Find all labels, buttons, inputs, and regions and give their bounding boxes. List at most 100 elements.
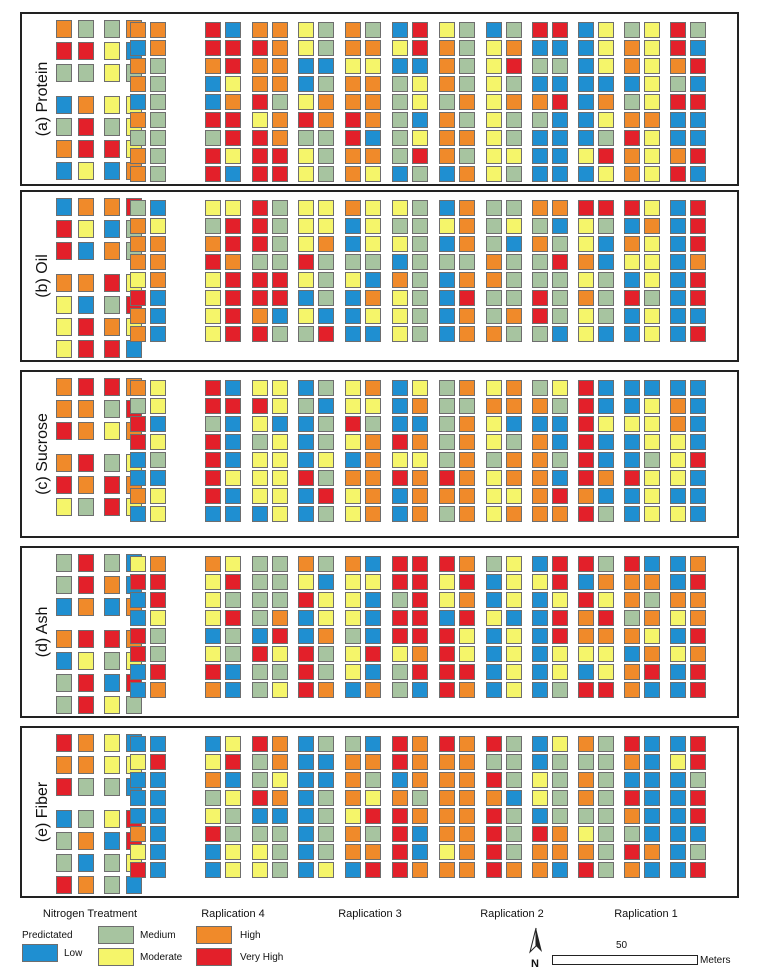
plot-cell: [506, 218, 522, 234]
plot-cell: [439, 254, 455, 270]
plot-cell: [225, 254, 241, 270]
plot-cell: [624, 130, 640, 146]
plot-cell: [459, 308, 475, 324]
plot-cell: [104, 400, 120, 418]
plot-cell: [670, 844, 686, 860]
plot-cell: [318, 556, 334, 572]
plot-cell: [252, 58, 268, 74]
plot-cell: [690, 556, 706, 572]
plot-cell: [130, 200, 146, 216]
plot-cell: [365, 754, 381, 770]
plot-cell: [486, 556, 502, 572]
plot-cell: [205, 434, 221, 450]
plot-cell: [459, 40, 475, 56]
plot-grid: [22, 192, 737, 360]
plot-cell: [225, 754, 241, 770]
plot-cell: [690, 254, 706, 270]
plot-cell: [670, 434, 686, 450]
plot-cell: [392, 754, 408, 770]
plot-cell: [690, 754, 706, 770]
plot-cell: [205, 130, 221, 146]
plot-cell: [365, 22, 381, 38]
plot-cell: [345, 506, 361, 522]
plot-cell: [252, 790, 268, 806]
plot-cell: [150, 844, 166, 860]
plot-cell: [578, 790, 594, 806]
plot-cell: [225, 94, 241, 110]
plot-cell: [318, 862, 334, 878]
plot-cell: [345, 290, 361, 306]
plot-cell: [318, 470, 334, 486]
plot-cell: [624, 772, 640, 788]
plot-cell: [272, 398, 288, 414]
plot-cell: [532, 592, 548, 608]
plot-cell: [252, 844, 268, 860]
plot-cell: [345, 610, 361, 626]
plot-cell: [624, 646, 640, 662]
plot-cell: [439, 434, 455, 450]
plot-cell: [104, 140, 120, 158]
plot-cell: [506, 628, 522, 644]
plot-cell: [130, 826, 146, 842]
plot-cell: [130, 682, 146, 698]
plot-cell: [365, 76, 381, 92]
plot-cell: [345, 200, 361, 216]
plot-cell: [78, 876, 94, 894]
plot-cell: [104, 198, 120, 216]
plot-cell: [552, 610, 568, 626]
plot-cell: [644, 556, 660, 572]
scale-bar-unit: Meters: [700, 955, 731, 966]
plot-cell: [318, 736, 334, 752]
plot-cell: [130, 736, 146, 752]
plot-cell: [130, 470, 146, 486]
plot-cell: [365, 646, 381, 662]
plot-cell: [624, 326, 640, 342]
plot-cell: [506, 22, 522, 38]
plot-cell: [439, 470, 455, 486]
plot-cell: [104, 756, 120, 774]
plot-cell: [532, 76, 548, 92]
plot-cell: [126, 340, 142, 358]
plot-cell: [439, 826, 455, 842]
plot-cell: [690, 470, 706, 486]
plot-cell: [532, 148, 548, 164]
plot-cell: [624, 488, 640, 504]
plot-cell: [205, 664, 221, 680]
plot-cell: [104, 296, 120, 314]
plot-cell: [644, 736, 660, 752]
plot-cell: [252, 112, 268, 128]
plot-cell: [298, 862, 314, 878]
plot-cell: [459, 326, 475, 342]
plot-cell: [412, 76, 428, 92]
plot-cell: [298, 290, 314, 306]
plot-cell: [412, 628, 428, 644]
plot-cell: [644, 826, 660, 842]
plot-cell: [578, 682, 594, 698]
plot-cell: [670, 610, 686, 626]
plot-cell: [598, 506, 614, 522]
plot-cell: [272, 434, 288, 450]
plot-cell: [225, 790, 241, 806]
plot-cell: [598, 112, 614, 128]
plot-cell: [205, 76, 221, 92]
plot-cell: [439, 808, 455, 824]
plot-cell: [392, 556, 408, 572]
plot-cell: [486, 398, 502, 414]
plot-cell: [532, 130, 548, 146]
plot-cell: [272, 664, 288, 680]
plot-cell: [486, 326, 502, 342]
plot-cell: [78, 242, 94, 260]
plot-cell: [670, 488, 686, 504]
plot-cell: [439, 790, 455, 806]
plot-cell: [552, 452, 568, 468]
plot-cell: [486, 112, 502, 128]
plot-cell: [252, 94, 268, 110]
plot-cell: [150, 94, 166, 110]
plot-cell: [318, 200, 334, 216]
plot-cell: [624, 628, 640, 644]
plot-cell: [486, 574, 502, 590]
plot-cell: [104, 162, 120, 180]
column-label-rep3: Raplication 3: [338, 908, 402, 920]
plot-cell: [439, 290, 455, 306]
plot-cell: [78, 118, 94, 136]
